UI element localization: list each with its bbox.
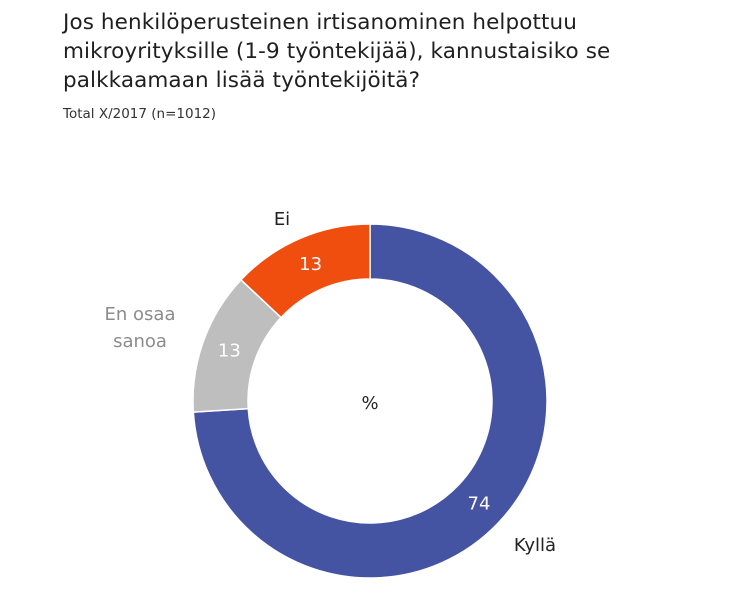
- donut-slices: [192, 223, 548, 579]
- slice-value-label: 13: [218, 340, 241, 361]
- chart-title: Jos henkilöperusteinen irtisanominen hel…: [63, 10, 611, 93]
- slice-value-label: 13: [299, 254, 322, 275]
- slice-category-label: En osaa: [105, 304, 176, 325]
- slice-category-label: Kyllä: [514, 535, 556, 556]
- center-unit-label: %: [361, 393, 378, 414]
- donut-labels: 74 Kyllä 13 En osaa sanoa 13 Ei: [105, 209, 557, 556]
- slice-kyllä: [192, 223, 548, 579]
- slice-category-label: sanoa: [113, 331, 167, 352]
- chart-subtitle: Total X/2017 (n=1012): [63, 106, 217, 122]
- slice-category-label: Ei: [274, 209, 290, 230]
- slice-ei: [239, 223, 371, 319]
- slice-value-label: 74: [468, 493, 491, 514]
